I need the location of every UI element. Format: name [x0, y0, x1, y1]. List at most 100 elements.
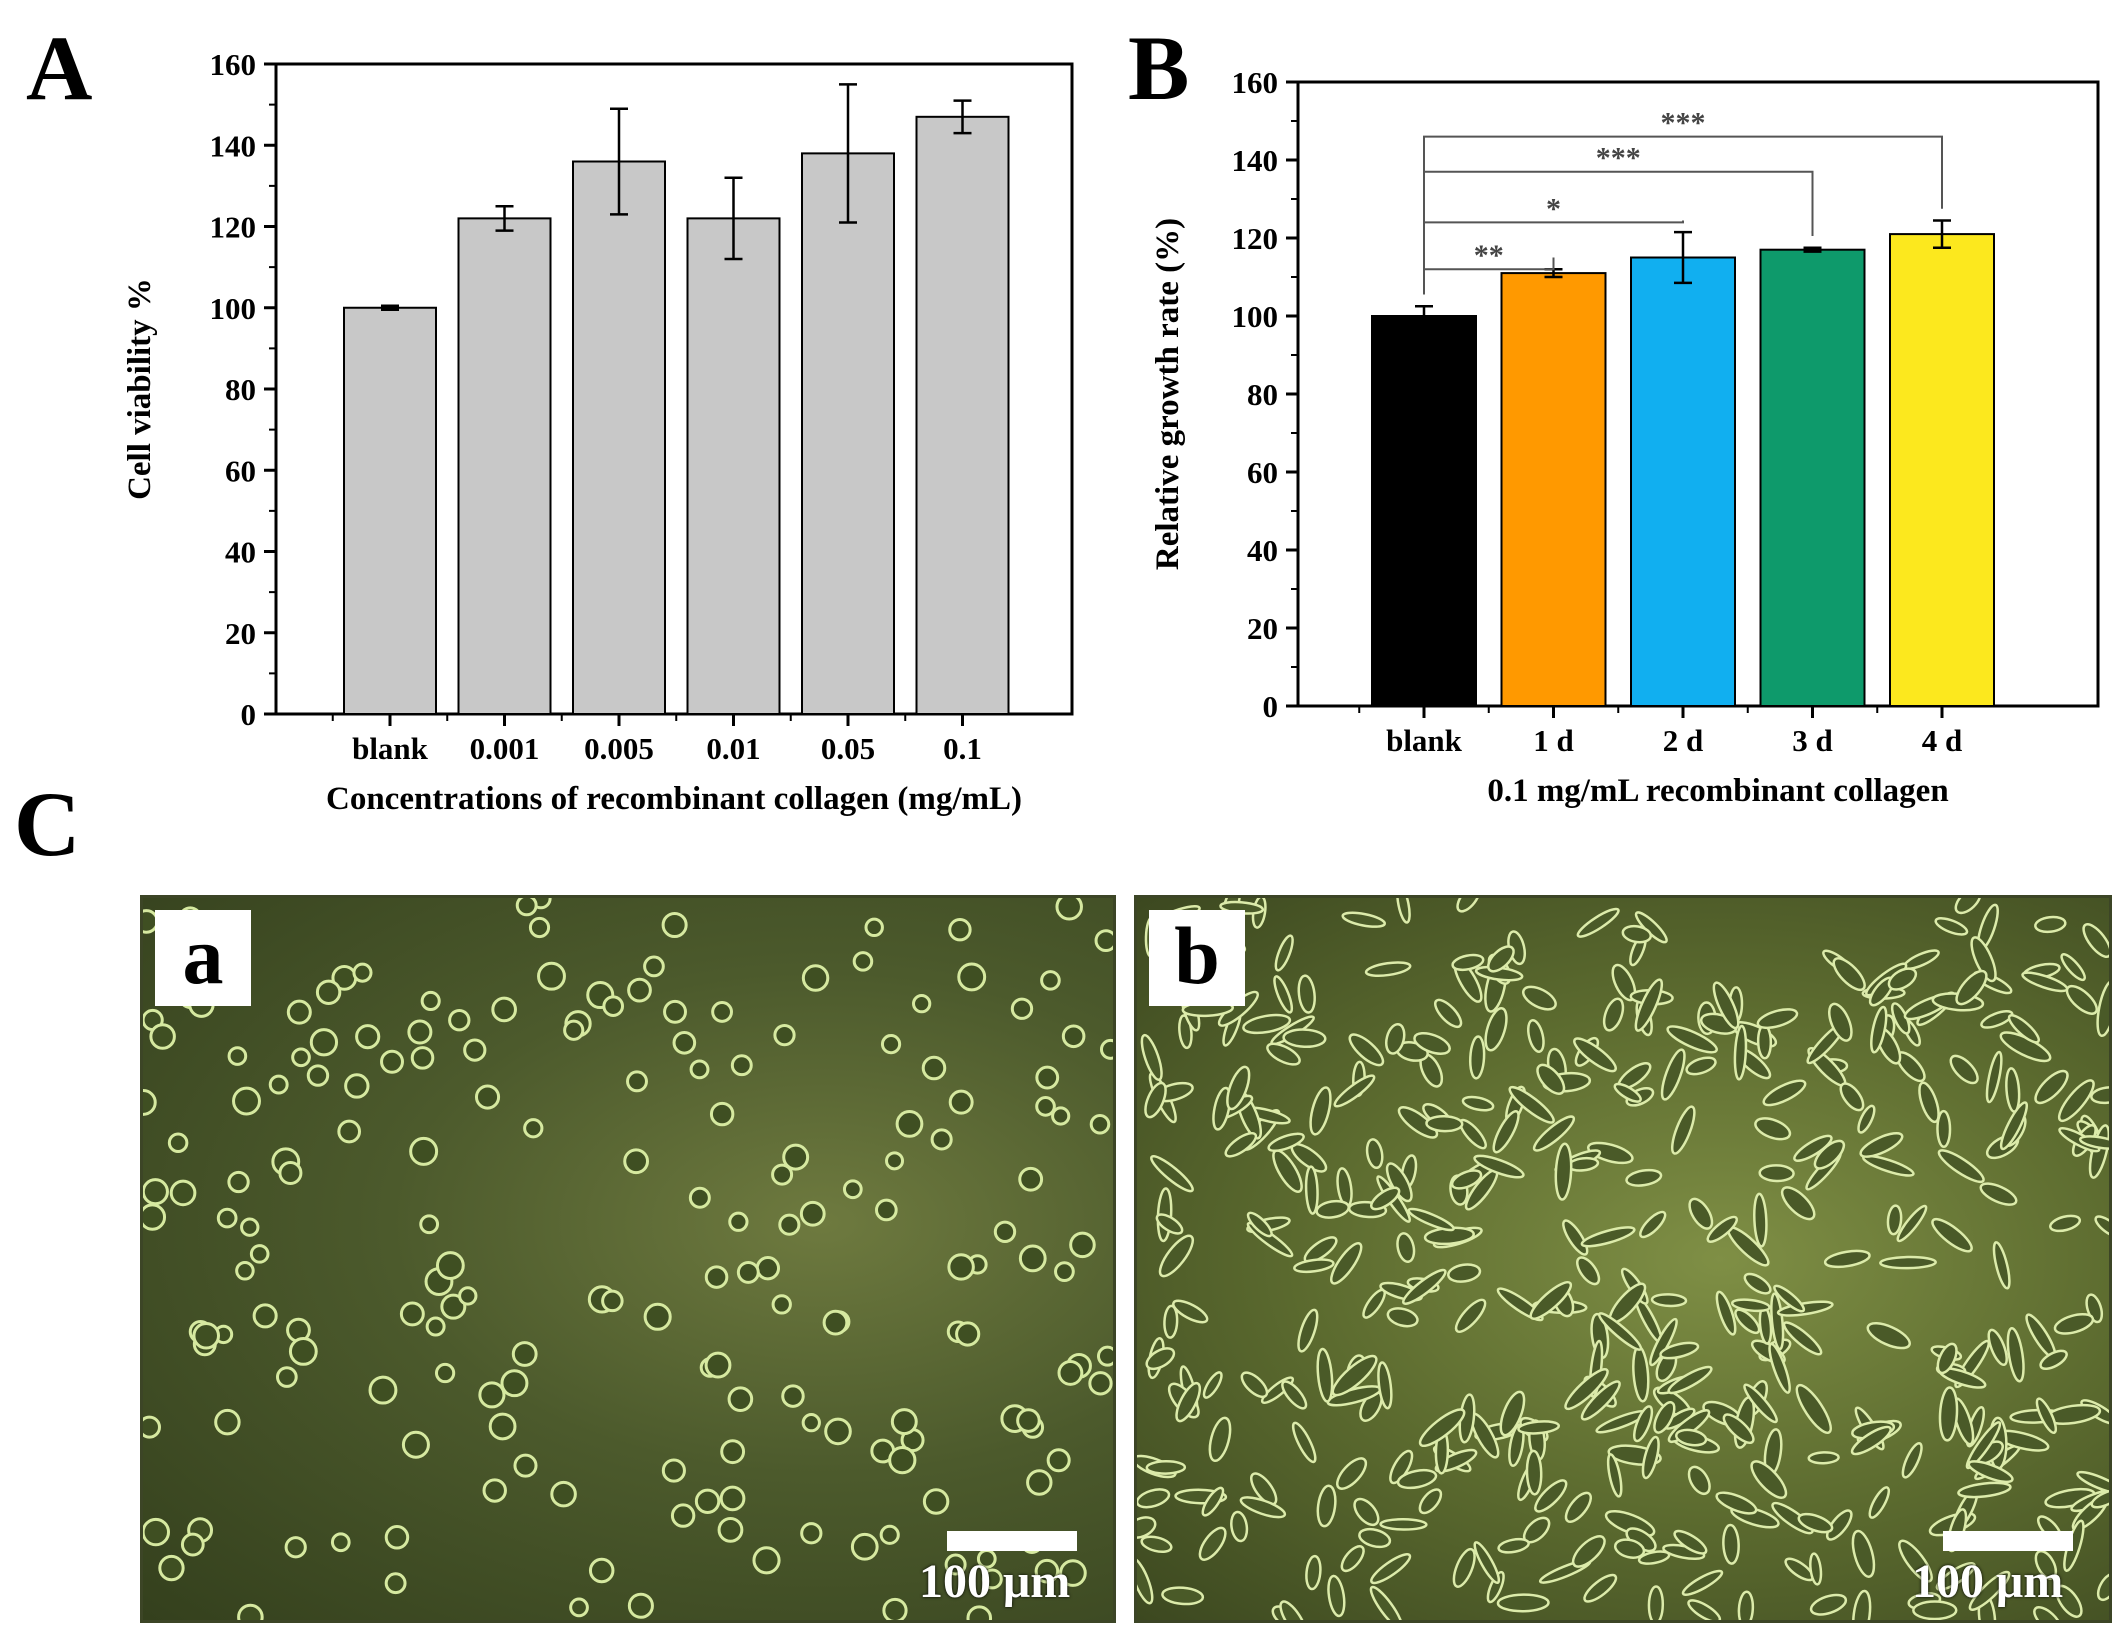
cell — [1094, 929, 1113, 953]
cell — [1508, 1085, 1555, 1124]
cell — [1793, 1134, 1833, 1162]
cell — [368, 1375, 398, 1405]
cell — [672, 1030, 697, 1055]
cell — [286, 999, 312, 1025]
cell — [1484, 1007, 1508, 1052]
cell — [1673, 1529, 1708, 1555]
cell — [1938, 1386, 1959, 1442]
cell — [966, 1605, 993, 1620]
cell — [1099, 1038, 1113, 1060]
cell — [1348, 1033, 1385, 1067]
cell — [1839, 1082, 1865, 1112]
cell — [1144, 1081, 1167, 1119]
cell — [1468, 1035, 1486, 1080]
cell — [569, 1597, 589, 1618]
cell — [288, 1336, 318, 1366]
cell — [694, 1488, 721, 1514]
cell — [957, 962, 987, 992]
cell — [1992, 1241, 2011, 1290]
cell — [1473, 1541, 1501, 1585]
cell — [1970, 936, 1997, 983]
cell — [1949, 1054, 1979, 1085]
y-tick-label: 140 — [1232, 143, 1279, 178]
cell — [1782, 1321, 1823, 1356]
cell — [1722, 1523, 1740, 1565]
cell — [1722, 1413, 1755, 1445]
cell — [1266, 1042, 1301, 1066]
cell — [1454, 1298, 1487, 1333]
cell — [1955, 969, 1988, 1006]
cell — [1522, 985, 1557, 1011]
cell — [410, 1046, 435, 1070]
cell — [1912, 1600, 1958, 1620]
cell — [537, 961, 566, 991]
cell — [711, 1001, 733, 1023]
cell — [1305, 1554, 1322, 1591]
cell — [1096, 1345, 1113, 1367]
cell — [474, 1084, 501, 1110]
cell — [1795, 1383, 1832, 1435]
cell — [440, 1293, 467, 1320]
cell — [1529, 1280, 1573, 1320]
cell — [1161, 1586, 1205, 1606]
cell — [1606, 1453, 1623, 1498]
x-tick-label: 1 d — [1533, 723, 1574, 758]
cell — [1621, 924, 1653, 944]
cell — [1602, 997, 1625, 1032]
cell — [1137, 1488, 1171, 1509]
chart-a: 0 20 40 60 80 100 120 140 160 blank 0.001 0.005 0.01… — [122, 47, 1074, 817]
cell — [2049, 1214, 2082, 1233]
cell — [1054, 1261, 1075, 1282]
cell — [1330, 1242, 1363, 1285]
cell — [1297, 974, 1316, 1014]
cell — [1137, 1557, 1154, 1605]
cell — [912, 994, 932, 1014]
cell — [2082, 923, 2109, 959]
cell — [1145, 1460, 1187, 1475]
cell — [1418, 1488, 1443, 1515]
y-tick-label: 60 — [1247, 455, 1278, 490]
cell — [1653, 1401, 1676, 1434]
cell — [1532, 1115, 1576, 1152]
cell — [1639, 1210, 1667, 1239]
cell — [1224, 1131, 1258, 1158]
cell — [922, 1488, 950, 1515]
cell — [1282, 1028, 1327, 1049]
cell — [1851, 1529, 1876, 1578]
cell — [1274, 934, 1294, 972]
significance-label: ** — [1474, 239, 1504, 272]
cell — [448, 1009, 471, 1032]
cell — [1055, 898, 1083, 921]
cell — [1762, 1079, 1807, 1107]
cell — [330, 1532, 351, 1553]
cell — [1010, 997, 1034, 1020]
cell — [482, 1478, 507, 1503]
cell — [981, 1568, 1003, 1590]
y-tick-label: 100 — [1232, 299, 1279, 334]
cell — [1273, 975, 1294, 1014]
cell — [337, 1119, 362, 1144]
cell — [515, 898, 538, 917]
cell — [1226, 1065, 1251, 1111]
cell — [1687, 1465, 1711, 1496]
cell — [2065, 984, 2098, 1015]
y-tick-label: 60 — [225, 453, 256, 488]
cell — [1140, 1535, 1173, 1554]
scale-label: 100 μm — [919, 1555, 1071, 1608]
cell — [704, 1351, 732, 1379]
cell — [275, 1366, 298, 1388]
cell — [1734, 1308, 1761, 1335]
cell — [1780, 1186, 1816, 1221]
cell — [993, 1220, 1017, 1243]
cell — [1901, 1442, 1923, 1479]
cell — [1035, 1096, 1056, 1117]
cell — [1827, 1002, 1853, 1042]
cell — [1750, 1460, 1788, 1499]
significance-bracket — [1423, 135, 1943, 295]
cell — [1158, 1234, 1195, 1278]
cell — [284, 1536, 307, 1559]
cell — [1813, 1139, 1846, 1170]
cell — [1756, 1008, 1799, 1030]
cell — [1730, 1298, 1771, 1313]
cell — [895, 1110, 924, 1138]
